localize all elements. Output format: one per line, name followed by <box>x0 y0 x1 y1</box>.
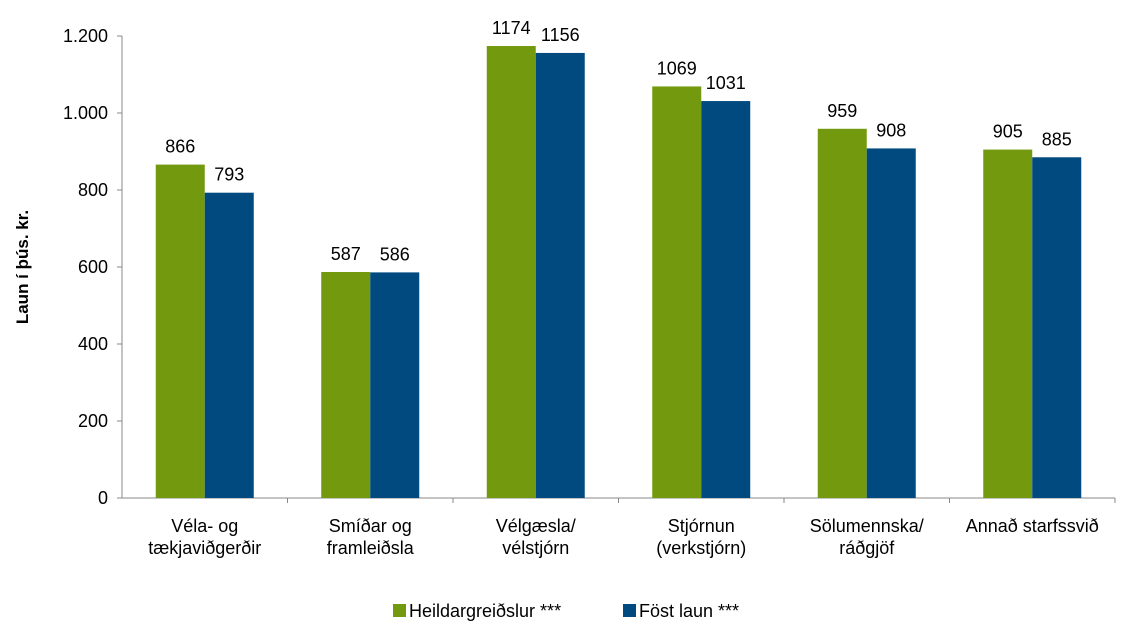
x-tick-label: Stjórnun (verkstjórn) <box>656 516 746 558</box>
y-axis-label: Laun í þús. kr. <box>13 210 32 324</box>
bar <box>817 128 867 498</box>
y-tick-label: 0 <box>98 488 108 508</box>
data-label: 793 <box>214 165 244 185</box>
y-tick-label: 600 <box>78 257 108 277</box>
bar <box>866 148 916 499</box>
bar <box>535 52 585 498</box>
legend-swatch <box>623 604 636 617</box>
y-tick-label: 200 <box>78 411 108 431</box>
x-tick-label: Annað starfssvið <box>966 516 1099 536</box>
x-tick-label: Sölumennska/ráðgjöf <box>810 516 924 558</box>
bar <box>321 272 371 498</box>
bar <box>486 46 536 498</box>
data-label: 866 <box>165 137 195 157</box>
legend-label: Heildargreiðslur *** <box>409 601 561 621</box>
data-label: 959 <box>827 101 857 121</box>
data-label: 586 <box>380 244 410 264</box>
bar <box>652 86 702 498</box>
legend-label: Föst laun *** <box>639 601 739 621</box>
data-label: 1031 <box>706 73 746 93</box>
x-tick-label: Vélgæsla/vélstjórn <box>496 516 576 558</box>
bar <box>155 164 205 498</box>
legend-swatch <box>393 604 406 617</box>
bar <box>701 101 751 498</box>
data-label: 587 <box>331 244 361 264</box>
data-label: 1069 <box>657 58 697 78</box>
data-label: 1174 <box>492 18 531 38</box>
x-tick-label: Véla- og tækjaviðgerðir <box>148 516 261 558</box>
bar <box>983 149 1033 498</box>
y-tick-label: 1.200 <box>63 26 108 46</box>
data-label: 885 <box>1042 129 1072 149</box>
data-label: 1156 <box>541 25 580 45</box>
bar <box>204 192 254 498</box>
y-tick-label: 800 <box>78 180 108 200</box>
bar <box>370 272 420 498</box>
data-label: 908 <box>876 120 906 140</box>
data-label: 905 <box>993 122 1023 142</box>
y-tick-label: 400 <box>78 334 108 354</box>
x-tick-label: Smíðar og framleiðsla <box>327 516 415 558</box>
bar <box>1032 157 1082 498</box>
y-tick-label: 1.000 <box>63 103 108 123</box>
